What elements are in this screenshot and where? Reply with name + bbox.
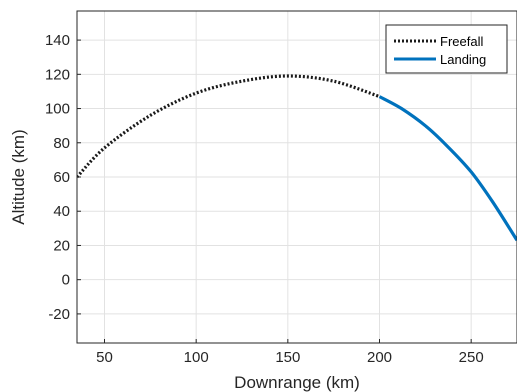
y-tick-label: 60 [53, 169, 70, 186]
x-tick-label: 250 [459, 349, 484, 366]
series-layer [77, 74, 517, 242]
series-line-freefall [77, 74, 381, 179]
legend-label-landing: Landing [440, 52, 486, 67]
x-tick-label: 50 [96, 349, 113, 366]
x-tick-labels: 50 100 150 200 250 [96, 349, 484, 366]
y-tick-labels: -20 0 20 40 60 80 100 120 140 [45, 32, 70, 323]
x-tick-label: 150 [275, 349, 300, 366]
y-tick-label: 0 [62, 272, 70, 289]
y-tick-label: 80 [53, 135, 70, 152]
legend-label-freefall: Freefall [440, 34, 483, 49]
series-line-landing [378, 95, 517, 242]
y-tick-label: 100 [45, 101, 70, 118]
x-tick-label: 200 [367, 349, 392, 366]
y-tick-label: 40 [53, 203, 70, 220]
y-tick-label: 20 [53, 237, 70, 254]
y-axis-label: Altitude (km) [9, 129, 28, 224]
y-tick-label: 140 [45, 32, 70, 49]
y-tick-label: -20 [48, 306, 70, 323]
legend: Freefall Landing [385, 24, 508, 74]
y-tick-label: 120 [45, 66, 70, 83]
x-tick-label: 100 [184, 349, 209, 366]
ticks [77, 39, 472, 343]
x-axis-label: Downrange (km) [234, 373, 360, 392]
legend-box [385, 24, 508, 74]
